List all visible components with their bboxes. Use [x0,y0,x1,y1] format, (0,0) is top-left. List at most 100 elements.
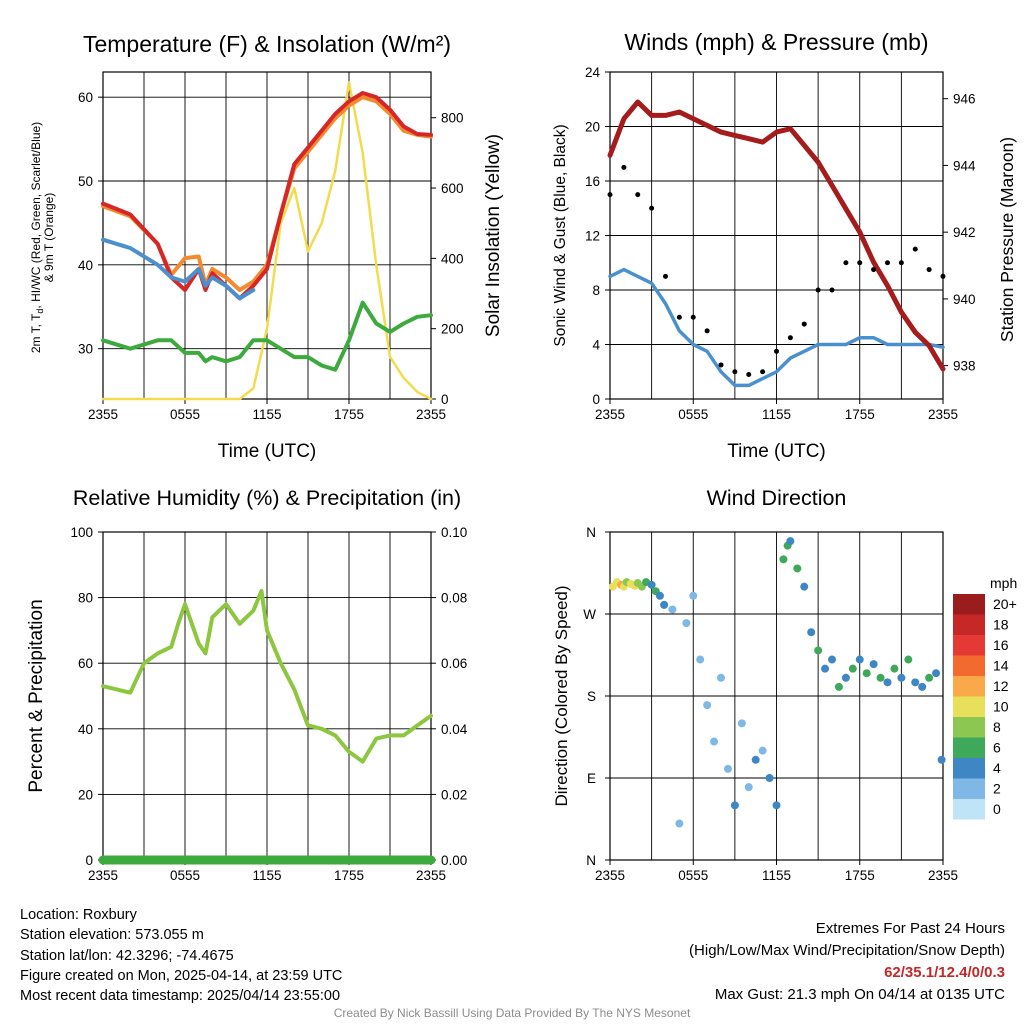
legend-swatch [953,758,985,779]
data-point [912,246,918,252]
legend-label: 20+ [993,596,1017,612]
legend-label: 4 [993,760,1001,776]
data-point [663,273,668,279]
data-point [814,646,823,655]
y-tick-label: 100 [70,525,93,540]
y2-tick-label: 940 [953,292,976,307]
data-point [689,591,698,600]
x-tick-label: 2355 [595,868,625,883]
data-point [765,774,774,782]
data-point [918,682,927,691]
x-axis-label: Time (UTC) [727,441,826,462]
data-point [704,328,710,334]
y2-tick-label: 0.00 [441,853,467,868]
y-axis-label-line: 2m T, Td, HI/WC (Red, Green, Scarlet/Blu… [29,122,45,353]
data-point [848,664,857,673]
y-tick-label: S [587,689,596,704]
legend-title: mph [990,575,1017,591]
y-tick-label: N [586,853,596,868]
legend-swatch [953,635,985,656]
data-point [621,164,627,170]
y-axis-label-part: 2m T, T [29,313,43,353]
legend-label: 0 [993,801,1001,817]
direction-points [608,537,946,828]
y2-tick-label: 0.04 [441,722,468,737]
series-line [101,81,433,401]
legend-label: 6 [993,740,1001,756]
y-axis-label-subscript: d [35,309,45,314]
station-latlon: Station lat/lon: 42.3296; -74.4675 [20,947,234,964]
series-hi-wc [101,237,256,301]
station-location: Location: Roxbury [20,907,137,923]
data-point [647,580,656,589]
x-tick-label: 2355 [416,868,446,883]
y2-tick-label: 200 [441,322,464,337]
legend-label: 12 [993,678,1009,694]
x-tick-label: 2355 [928,407,958,422]
y-axis-label-part: , HI/WC (Red, Green, Scarlet/Blue) [29,122,43,309]
panel-rh: Relative Humidity (%) & Precipitation (i… [26,486,468,883]
y-tick-label: 30 [78,342,93,357]
y2-tick-label: 938 [953,359,976,374]
y2-tick-label: 0 [441,392,449,407]
x-tick-label: 1755 [845,868,875,883]
data-point [883,678,892,687]
y-tick-label: E [587,771,596,786]
data-point [800,582,809,591]
station-info: Location: Roxbury Station elevation: 573… [20,905,342,1006]
credit-line: Created By Nick Bassill Using Data Provi… [333,1006,691,1020]
series-gust [607,164,946,377]
data-point [696,655,705,664]
data-point [786,537,795,546]
series-line [101,237,256,301]
chart-title: Wind Direction [707,486,847,510]
y-tick-label: 0 [592,392,600,407]
data-point [926,267,932,273]
y-tick-label: 16 [585,174,600,189]
data-point [807,628,816,637]
data-point [730,801,739,810]
data-point [828,655,836,664]
y-axis-label: 2m T, Td, HI/WC (Red, Green, Scarlet/Blu… [29,122,56,353]
data-point [774,348,779,354]
y2-tick-label: 0.02 [441,787,467,802]
data-point [855,655,864,664]
series-line [101,589,433,764]
chart-title: Temperature (F) & Insolation (W/m²) [83,31,451,57]
series-line [608,267,945,388]
y2-axis-label: Station Pressure (Maroon) [997,137,1017,342]
data-point [690,314,696,320]
y-tick-label: N [586,525,596,540]
y-axis-label: Sonic Wind & Gust (Blue, Black) [552,124,569,346]
data-point [897,673,906,682]
legend-label: 8 [993,719,1001,735]
extremes-title: Extremes For Past 24 Hours [815,920,1005,937]
y-tick-label: 40 [78,722,93,737]
data-point [676,314,682,320]
y2-tick-label: 800 [441,111,464,126]
x-tick-label: 2355 [928,868,958,883]
y-tick-label: W [583,607,596,622]
series-2m-t [101,91,433,301]
data-point [635,192,641,198]
y2-tick-label: 600 [441,181,464,196]
data-point [911,678,920,687]
legend-label: 18 [993,617,1009,633]
data-point [862,669,871,678]
y-tick-label: 8 [592,283,600,298]
legend-swatch [953,778,985,799]
data-point [841,673,850,682]
legend-label: 10 [993,699,1009,715]
y-axis-label-line: & 9m T (Orange) [42,193,56,283]
data-point [869,660,878,669]
legend-swatch [953,614,985,635]
y-tick-label: 24 [585,65,601,80]
series-relative-humidity [101,589,433,764]
extremes-values: 62/35.1/12.4/0/0.3 [884,964,1005,981]
y-tick-label: 60 [78,90,93,105]
data-point [718,362,724,368]
legend-swatch [953,799,985,820]
data-point [834,682,843,691]
data-point [885,260,890,266]
data-point [746,371,752,377]
